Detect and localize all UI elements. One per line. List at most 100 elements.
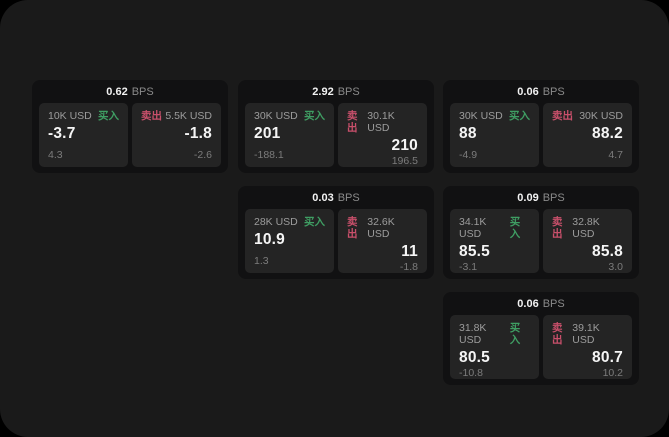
sell-panel-header: 卖出 5.5K USD <box>141 110 212 122</box>
quote-panels: 31.8K USD 买入 80.5 -10.8 卖出 39.1K USD 80.… <box>443 315 639 379</box>
sell-panel-header: 卖出 30K USD <box>552 110 623 122</box>
buy-quote-panel[interactable]: 10K USD 买入 -3.7 4.3 <box>39 103 128 167</box>
sell-panel-header: 卖出 32.6K USD <box>347 216 418 240</box>
buy-quote-panel[interactable]: 31.8K USD 买入 80.5 -10.8 <box>450 315 539 379</box>
bps-unit-label: BPS <box>337 85 360 98</box>
bps-value: 0.03 <box>312 191 334 204</box>
sell-delta: -1.8 <box>399 261 418 273</box>
sell-quote-panel[interactable]: 卖出 39.1K USD 80.7 10.2 <box>543 315 632 379</box>
bps-unit-label: BPS <box>337 191 360 204</box>
quote-panels: 30K USD 买入 201 -188.1 卖出 30.1K USD 210 1… <box>238 103 434 167</box>
buy-quote-panel[interactable]: 30K USD 买入 88 -4.9 <box>450 103 539 167</box>
bps-header: 0.06 BPS <box>443 292 639 315</box>
sell-delta: 3.0 <box>608 261 623 273</box>
buy-amount: 34.1K USD <box>459 216 487 240</box>
buy-amount: 10K USD <box>48 110 92 122</box>
sell-amount: 32.8K USD <box>572 216 600 240</box>
sell-quote-panel[interactable]: 卖出 32.6K USD 11 -1.8 <box>338 209 427 273</box>
buy-panel-header: 30K USD 买入 <box>254 110 325 122</box>
buy-price: 10.9 <box>254 231 285 248</box>
sell-price: 80.7 <box>592 349 623 366</box>
buy-amount: 28K USD <box>254 216 298 228</box>
buy-panel-header: 10K USD 买入 <box>48 110 119 122</box>
sell-delta: 4.7 <box>608 149 623 161</box>
buy-side-label: 买入 <box>509 322 521 346</box>
bps-value: 0.06 <box>517 297 539 310</box>
buy-side-label: 买入 <box>304 216 325 228</box>
quote-card-1: 0.62 BPS 10K USD 买入 -3.7 4.3 卖出 5.5K USD… <box>32 80 228 173</box>
buy-panel-header: 31.8K USD 买入 <box>459 322 530 346</box>
buy-side-label: 买入 <box>304 110 325 122</box>
quote-card-4: 0.03 BPS 28K USD 买入 10.9 1.3 卖出 32.6K US… <box>238 186 434 279</box>
bps-unit-label: BPS <box>542 191 565 204</box>
sell-amount: 32.6K USD <box>367 216 395 240</box>
buy-side-label: 买入 <box>98 110 119 122</box>
buy-price: 85.5 <box>459 243 490 260</box>
quote-card-2: 2.92 BPS 30K USD 买入 201 -188.1 卖出 30.1K … <box>238 80 434 173</box>
buy-price: 88 <box>459 125 477 142</box>
buy-delta: -3.1 <box>459 261 478 273</box>
quote-panels: 10K USD 买入 -3.7 4.3 卖出 5.5K USD -1.8 -2.… <box>32 103 228 167</box>
buy-delta: 4.3 <box>48 149 63 161</box>
sell-quote-panel[interactable]: 卖出 5.5K USD -1.8 -2.6 <box>132 103 221 167</box>
sell-quote-panel[interactable]: 卖出 32.8K USD 85.8 3.0 <box>543 209 632 273</box>
bps-value: 2.92 <box>312 85 334 98</box>
sell-amount: 30.1K USD <box>367 110 395 134</box>
bps-value: 0.09 <box>517 191 539 204</box>
sell-quote-panel[interactable]: 卖出 30K USD 88.2 4.7 <box>543 103 632 167</box>
sell-delta: -2.6 <box>193 149 212 161</box>
buy-amount: 30K USD <box>459 110 503 122</box>
sell-panel-header: 卖出 32.8K USD <box>552 216 623 240</box>
buy-quote-panel[interactable]: 34.1K USD 买入 85.5 -3.1 <box>450 209 539 273</box>
quote-card-6: 0.06 BPS 31.8K USD 买入 80.5 -10.8 卖出 39.1… <box>443 292 639 385</box>
buy-amount: 31.8K USD <box>459 322 487 346</box>
quote-card-3: 0.06 BPS 30K USD 买入 88 -4.9 卖出 30K USD 8… <box>443 80 639 173</box>
quote-panels: 34.1K USD 买入 85.5 -3.1 卖出 32.8K USD 85.8… <box>443 209 639 273</box>
sell-price: 11 <box>401 243 418 260</box>
bps-unit-label: BPS <box>542 85 565 98</box>
buy-delta: -10.8 <box>459 367 483 379</box>
buy-delta: 1.3 <box>254 255 269 267</box>
sell-delta: 196.5 <box>391 155 418 167</box>
sell-price: 210 <box>391 137 418 154</box>
bps-unit-label: BPS <box>131 85 154 98</box>
sell-panel-header: 卖出 39.1K USD <box>552 322 623 346</box>
sell-price: 88.2 <box>592 125 623 142</box>
sell-side-label: 卖出 <box>552 110 573 122</box>
quote-card-5: 0.09 BPS 34.1K USD 买入 85.5 -3.1 卖出 32.8K… <box>443 186 639 279</box>
bps-header: 0.62 BPS <box>32 80 228 103</box>
buy-side-label: 买入 <box>509 216 521 240</box>
buy-delta: -4.9 <box>459 149 478 161</box>
sell-quote-panel[interactable]: 卖出 30.1K USD 210 196.5 <box>338 103 427 167</box>
sell-side-label: 卖出 <box>347 216 358 240</box>
sell-side-label: 卖出 <box>552 322 563 346</box>
buy-panel-header: 30K USD 买入 <box>459 110 530 122</box>
buy-panel-header: 28K USD 买入 <box>254 216 325 228</box>
bps-header: 0.03 BPS <box>238 186 434 209</box>
bps-value: 0.06 <box>517 85 539 98</box>
bps-header: 2.92 BPS <box>238 80 434 103</box>
sell-price: -1.8 <box>184 125 212 142</box>
sell-price: 85.8 <box>592 243 623 260</box>
buy-price: 80.5 <box>459 349 490 366</box>
sell-side-label: 卖出 <box>552 216 563 240</box>
sell-side-label: 卖出 <box>141 110 162 122</box>
sell-amount: 30K USD <box>579 110 623 122</box>
sell-panel-header: 卖出 30.1K USD <box>347 110 418 134</box>
buy-price: -3.7 <box>48 125 76 142</box>
buy-price: 201 <box>254 125 281 142</box>
buy-amount: 30K USD <box>254 110 298 122</box>
buy-quote-panel[interactable]: 30K USD 买入 201 -188.1 <box>245 103 334 167</box>
bps-unit-label: BPS <box>542 297 565 310</box>
sell-side-label: 卖出 <box>347 110 358 134</box>
quote-panels: 28K USD 买入 10.9 1.3 卖出 32.6K USD 11 -1.8 <box>238 209 434 273</box>
bps-header: 0.09 BPS <box>443 186 639 209</box>
buy-side-label: 买入 <box>509 110 530 122</box>
buy-quote-panel[interactable]: 28K USD 买入 10.9 1.3 <box>245 209 334 273</box>
sell-amount: 5.5K USD <box>165 110 212 122</box>
buy-delta: -188.1 <box>254 149 284 161</box>
sell-delta: 10.2 <box>602 367 623 379</box>
buy-panel-header: 34.1K USD 买入 <box>459 216 530 240</box>
quote-panels: 30K USD 买入 88 -4.9 卖出 30K USD 88.2 4.7 <box>443 103 639 167</box>
